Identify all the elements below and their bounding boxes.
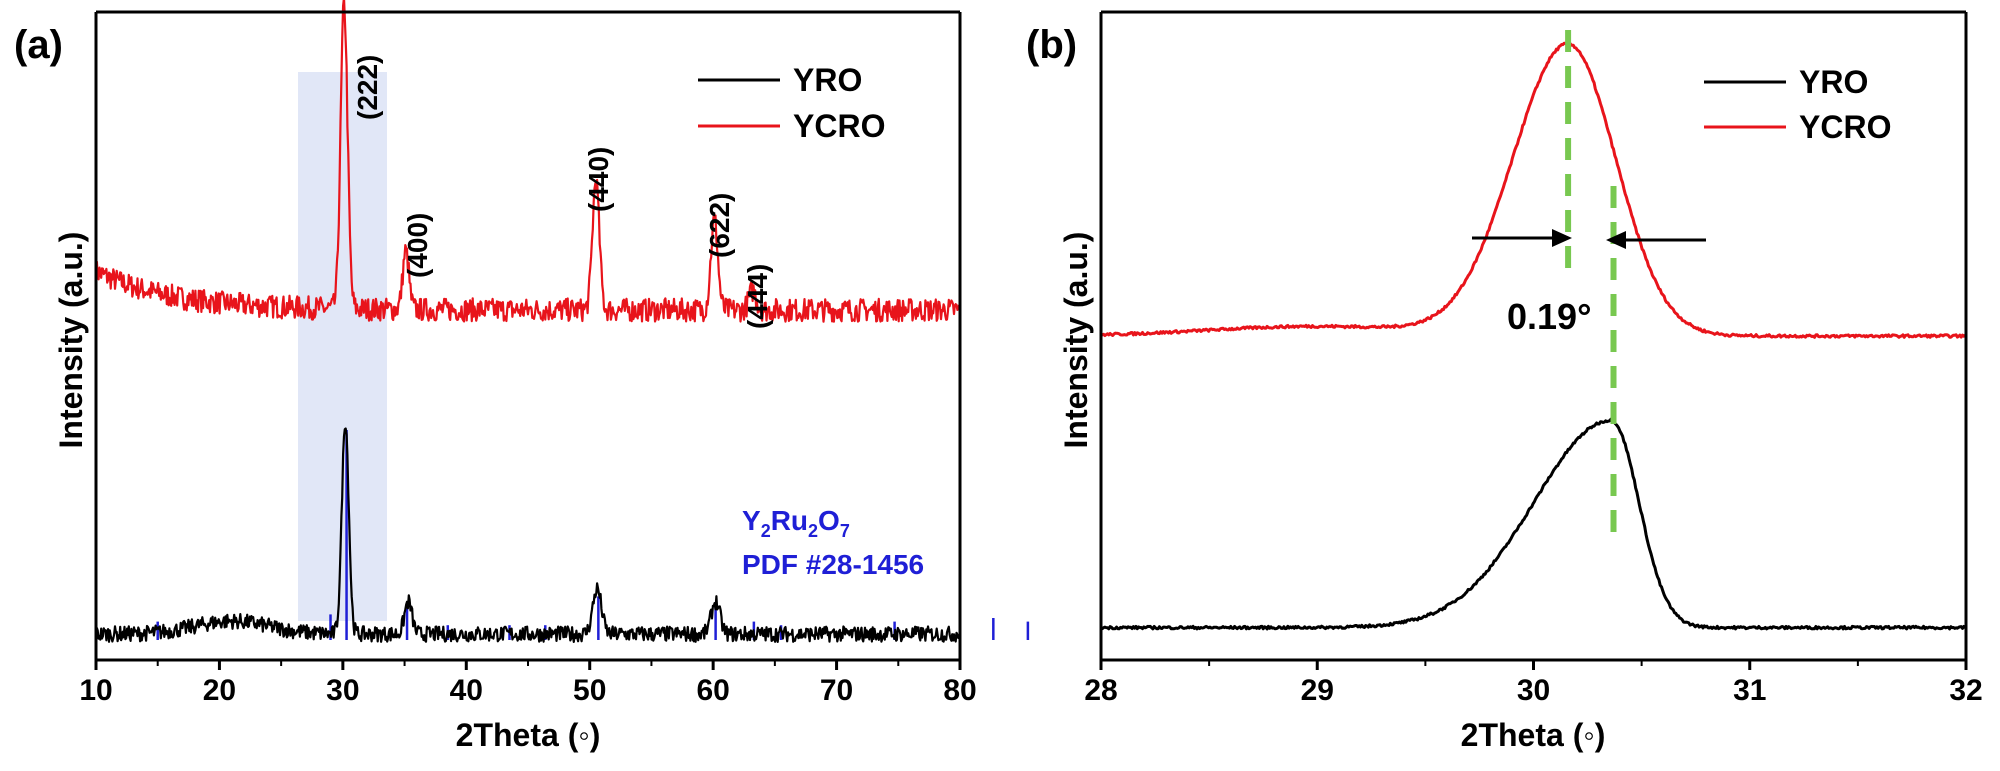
peak-label-444: (444) xyxy=(742,264,773,329)
legend-b-ycro-label: YCRO xyxy=(1799,109,1891,145)
a-tick-label-30: 30 xyxy=(326,674,359,707)
legend-a-ycro-label: YCRO xyxy=(793,108,885,144)
shift-arrow-left-head xyxy=(1552,229,1572,247)
panel-label-a: (a) xyxy=(14,23,63,67)
formula-o: O xyxy=(818,505,840,536)
a-tick-label-20: 20 xyxy=(203,674,236,707)
b-x-tick-labels: 28 29 30 31 32 xyxy=(1084,674,1982,707)
reference-pattern-label: Y2Ru2O7 PDF #28-1456 xyxy=(742,505,924,580)
b-y-axis-title: Intensity (a.u.) xyxy=(1058,232,1094,449)
series-yro-line-b xyxy=(1100,417,1967,631)
b-x-axis-title: 2Theta (◦) xyxy=(1461,717,1606,753)
formula-ru: Ru xyxy=(771,505,808,536)
legend-a: YRO YCRO xyxy=(698,62,885,144)
panel-label-b: (b) xyxy=(1026,23,1077,67)
a-tick-label-60: 60 xyxy=(696,674,729,707)
series-ycro-line-a xyxy=(94,0,962,323)
highlight-region-222 xyxy=(298,72,387,621)
series-yro-line-a xyxy=(94,427,962,643)
a-x-tick-labels: 10 20 30 40 50 60 70 80 xyxy=(79,674,976,707)
peak-labels: (222) (400) (440) (622) (444) xyxy=(352,55,773,329)
a-y-axis-title: Intensity (a.u.) xyxy=(53,232,89,449)
a-tick-label-40: 40 xyxy=(450,674,483,707)
a-x-ticks xyxy=(94,660,962,670)
a-x-axis-title: 2Theta (◦) xyxy=(456,717,601,753)
peak-label-400: (400) xyxy=(402,213,433,278)
panel-b: 0.19° 28 29 30 31 32 (b) 2Theta (◦) Intensit… xyxy=(1026,10,1983,753)
peak-label-440: (440) xyxy=(583,147,614,212)
shift-annotation: 0.19° xyxy=(1507,296,1591,337)
legend-b: YRO YCRO xyxy=(1704,64,1891,145)
shift-arrows xyxy=(1472,229,1706,249)
legend-a-yro-label: YRO xyxy=(793,62,862,98)
b-tick-label-29: 29 xyxy=(1301,674,1334,707)
b-tick-label-32: 32 xyxy=(1949,674,1982,707)
b-x-ticks xyxy=(1099,660,1968,670)
legend-b-yro-label: YRO xyxy=(1799,64,1868,100)
formula-sub-2: 2 xyxy=(808,521,818,541)
formula-y: Y xyxy=(742,505,761,536)
a-tick-label-70: 70 xyxy=(820,674,853,707)
b-tick-label-30: 30 xyxy=(1517,674,1550,707)
series-ycro-line-b xyxy=(1099,41,1967,339)
b-tick-label-31: 31 xyxy=(1733,674,1766,707)
shift-arrow-right-head xyxy=(1606,231,1626,249)
reference-formula: Y2Ru2O7 xyxy=(742,505,850,541)
a-tick-label-10: 10 xyxy=(79,674,112,707)
formula-sub-1: 2 xyxy=(761,521,771,541)
formula-sub-3: 7 xyxy=(840,521,850,541)
peak-label-222: (222) xyxy=(352,55,383,120)
a-tick-label-50: 50 xyxy=(573,674,606,707)
peak-label-622: (622) xyxy=(704,193,735,258)
a-tick-label-80: 80 xyxy=(943,674,976,707)
reference-card: PDF #28-1456 xyxy=(742,549,924,580)
panel-a: 10 20 30 40 50 60 70 80 (a) 2Theta (◦) Intensit… xyxy=(14,0,1030,753)
b-tick-label-28: 28 xyxy=(1084,674,1117,707)
